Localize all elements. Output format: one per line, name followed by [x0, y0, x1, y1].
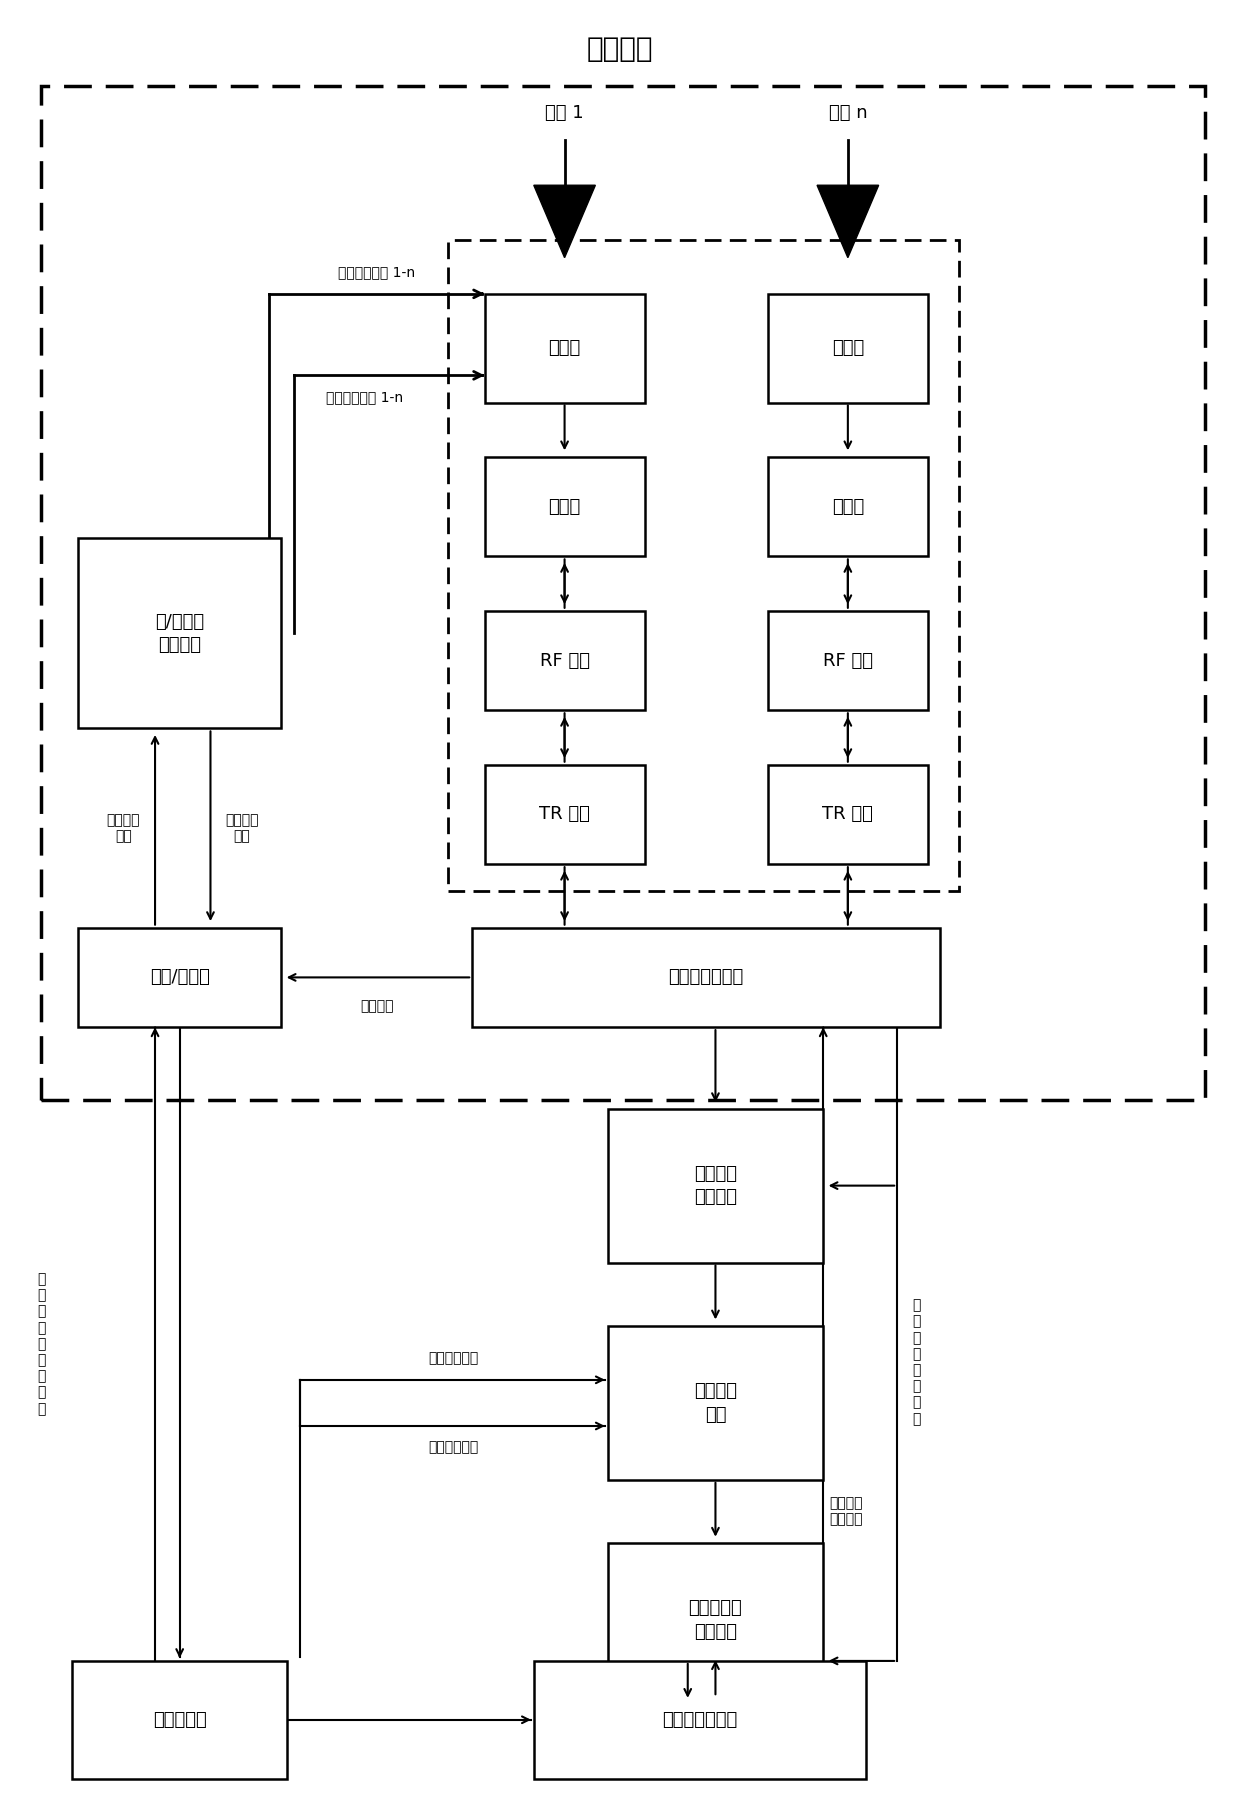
Bar [472, 928, 940, 1028]
Text: 天线子阵: 天线子阵 [587, 35, 653, 64]
Text: 控制与管理单元: 控制与管理单元 [662, 1712, 738, 1728]
Text: 发射校准信号 1-n: 发射校准信号 1-n [326, 389, 403, 404]
Text: TR 通道: TR 通道 [539, 806, 590, 824]
Text: 收/发校准
开关网络: 收/发校准 开关网络 [155, 613, 205, 655]
Text: 耦合器: 耦合器 [548, 338, 580, 357]
Text: 光收/发模块: 光收/发模块 [150, 968, 210, 986]
Bar [608, 1543, 823, 1697]
Bar [485, 295, 645, 402]
Text: 双工器: 双工器 [548, 498, 580, 515]
Bar [485, 611, 645, 711]
Text: 阵元 1: 阵元 1 [546, 104, 584, 122]
Bar [485, 457, 645, 557]
Bar [608, 1326, 823, 1481]
Bar [485, 764, 645, 864]
Bar [608, 1108, 823, 1262]
Bar [768, 295, 928, 402]
Text: 接
收
～
发
射
校
准
信
号: 接 收 ～ 发 射 校 准 信 号 [37, 1271, 46, 1415]
Polygon shape [817, 186, 879, 258]
Text: 信号预处理单元: 信号预处理单元 [668, 968, 744, 986]
Text: 双工器: 双工器 [832, 498, 864, 515]
Polygon shape [533, 186, 595, 258]
Text: 发射校准
基带信号: 发射校准 基带信号 [830, 1497, 863, 1526]
Text: RF 前端: RF 前端 [539, 651, 589, 669]
Text: 控制信号: 控制信号 [360, 999, 393, 1013]
Text: 接收校准
信号: 接收校准 信号 [107, 813, 140, 844]
Text: RF 前端: RF 前端 [823, 651, 873, 669]
Bar [768, 611, 928, 711]
Text: 光传输设备: 光传输设备 [153, 1712, 207, 1728]
Text: 幅相一致性
测量单元: 幅相一致性 测量单元 [688, 1599, 743, 1641]
Bar [533, 1661, 867, 1779]
Bar [41, 85, 1205, 1100]
Text: TR 通道: TR 通道 [822, 806, 873, 824]
Text: 发射校准
信号: 发射校准 信号 [226, 813, 259, 844]
Bar [78, 928, 281, 1028]
Text: 标校变频
单元: 标校变频 单元 [694, 1382, 737, 1424]
Text: 发射校准信号: 发射校准信号 [429, 1441, 479, 1455]
Text: 接
收
校
准
基
带
信
号: 接 收 校 准 基 带 信 号 [911, 1299, 920, 1426]
Text: 耦合器: 耦合器 [832, 338, 864, 357]
Bar [72, 1661, 288, 1779]
Bar [448, 240, 959, 891]
Bar [768, 457, 928, 557]
Bar [768, 764, 928, 864]
Text: 阵元 n: 阵元 n [828, 104, 867, 122]
Text: 接收校准信号 1-n: 接收校准信号 1-n [339, 266, 415, 280]
Text: 标校信号
产生单元: 标校信号 产生单元 [694, 1164, 737, 1206]
Bar [78, 538, 281, 728]
Text: 接收校准信号: 接收校准信号 [429, 1352, 479, 1366]
